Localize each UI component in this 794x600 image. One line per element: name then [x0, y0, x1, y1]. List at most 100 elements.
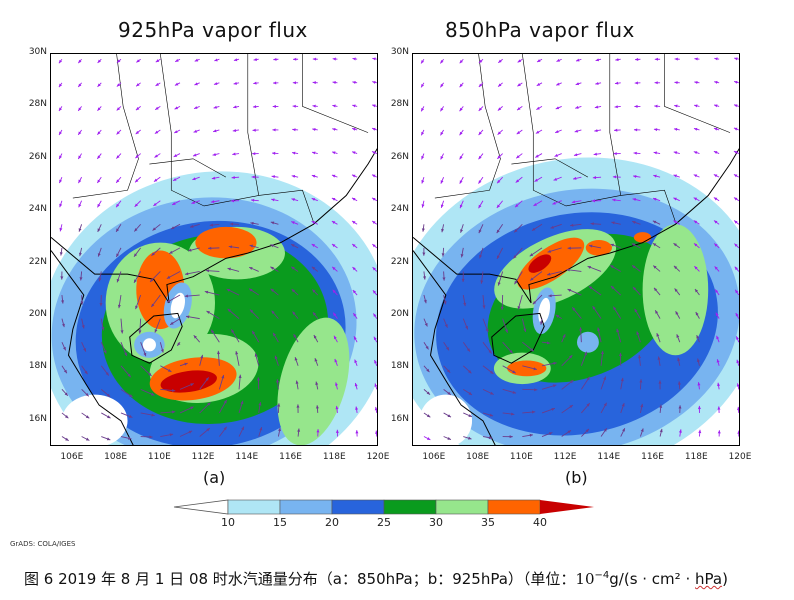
- arrow-head: [717, 430, 721, 434]
- flux-vector-arrow: [529, 271, 543, 281]
- arrow-head: [423, 299, 427, 304]
- arrow-head: [116, 203, 120, 208]
- flux-vector-arrow: [155, 58, 161, 63]
- flux-vector-arrow: [61, 318, 65, 328]
- arrow-head: [231, 329, 235, 333]
- flux-vector-arrow: [482, 341, 493, 354]
- flux-shade-10: [170, 292, 186, 319]
- flux-vector-arrow: [117, 294, 122, 309]
- arrow-head: [166, 299, 171, 303]
- arrow-head: [734, 197, 738, 201]
- flux-vector-arrow: [311, 174, 318, 178]
- vector-field: [58, 57, 377, 442]
- arrow-head: [58, 83, 62, 88]
- flux-vector-arrow: [420, 58, 425, 64]
- arrow-head: [375, 430, 377, 434]
- arrow-head: [556, 82, 560, 86]
- flux-vector-arrow: [516, 129, 523, 135]
- flux-vector-arrow: [567, 246, 582, 250]
- flux-vector-arrow: [77, 58, 82, 64]
- flux-vector-arrow: [149, 271, 161, 283]
- flux-vector-arrow: [632, 198, 641, 202]
- arrow-head: [737, 406, 739, 411]
- arrow-head: [555, 314, 560, 318]
- arrow-head: [715, 289, 719, 293]
- flux-vector-arrow: [443, 389, 452, 396]
- flux-vector-arrow: [693, 151, 700, 155]
- flux-vector-arrow: [442, 271, 446, 281]
- arrow-head: [674, 288, 678, 292]
- arrow-head: [463, 302, 467, 307]
- arrow-head: [735, 313, 739, 317]
- arrow-head: [311, 266, 316, 270]
- arrow-head: [674, 81, 678, 85]
- arrow-head: [509, 350, 513, 354]
- arrow-head: [696, 335, 700, 339]
- flux-vector-arrow: [169, 247, 181, 255]
- arrow-head: [589, 244, 593, 248]
- flux-vector-arrow: [734, 243, 739, 249]
- arrow-head: [291, 198, 295, 202]
- flux-vector-arrow: [581, 402, 591, 414]
- flux-vector-arrow: [482, 388, 494, 395]
- flux-vector-arrow: [652, 197, 661, 202]
- arrow-head: [587, 265, 592, 269]
- lon-tick-label: 118E: [322, 452, 346, 462]
- arrow-head: [134, 228, 138, 232]
- flux-vector-arrow: [116, 106, 122, 111]
- arrow-head: [253, 58, 257, 62]
- flux-vector-arrow: [226, 288, 240, 296]
- arrow-head: [235, 351, 239, 355]
- flux-vector-arrow: [272, 151, 279, 155]
- flux-vector-arrow: [422, 247, 426, 256]
- flux-vector-arrow: [676, 334, 681, 343]
- flux-vector-arrow: [423, 294, 427, 304]
- flux-vector-arrow: [254, 353, 260, 366]
- flux-vector-arrow: [314, 357, 319, 366]
- flux-vector-arrow: [459, 200, 464, 209]
- flux-vector-arrow: [98, 271, 102, 282]
- arrow-head: [174, 106, 179, 110]
- arrow-head: [652, 220, 657, 224]
- flux-vector-arrow: [674, 81, 680, 85]
- flux-vector-arrow: [276, 379, 280, 390]
- arrow-head: [736, 383, 739, 387]
- arrow-head: [468, 436, 472, 440]
- flux-vector-arrow: [734, 266, 739, 272]
- flux-vector-arrow: [532, 294, 543, 305]
- arrow-head: [332, 266, 336, 271]
- arrow-head: [61, 323, 65, 328]
- flux-vector-arrow: [331, 266, 338, 272]
- arrow-head: [227, 267, 231, 271]
- flux-vector-arrow: [497, 153, 503, 160]
- arrow-head: [151, 413, 155, 417]
- arrow-head: [107, 415, 111, 419]
- flux-vector-arrow: [675, 311, 681, 319]
- province-boundary: [522, 54, 676, 222]
- flux-vector-arrow: [216, 350, 221, 366]
- flux-vector-arrow: [77, 129, 82, 136]
- arrow-head: [229, 222, 234, 226]
- flux-vector-arrow: [735, 312, 739, 319]
- hainan-coastline: [491, 312, 545, 364]
- flux-vector-arrow: [548, 294, 562, 298]
- flux-vector-arrow: [478, 58, 484, 64]
- flux-vector-arrow: [235, 350, 240, 366]
- flux-vector-arrow: [179, 406, 194, 414]
- arrow-head: [694, 57, 698, 61]
- flux-vector-arrow: [154, 318, 161, 333]
- flux-vector-arrow: [115, 224, 122, 233]
- flux-vector-arrow: [522, 388, 538, 392]
- flux-vector-arrow: [311, 289, 319, 296]
- flux-vector-arrow: [694, 104, 700, 108]
- flux-vector-arrow: [135, 294, 142, 310]
- arrow-head: [622, 428, 625, 432]
- flux-vector-arrow: [502, 435, 513, 439]
- flux-vector-arrow: [238, 374, 242, 390]
- flux-vector-arrow: [514, 271, 523, 285]
- flux-vector-arrow: [134, 200, 141, 208]
- flux-vector-arrow: [120, 388, 133, 398]
- arrow-head: [372, 127, 376, 131]
- arrow-head: [440, 60, 444, 64]
- arrow-head: [514, 229, 518, 233]
